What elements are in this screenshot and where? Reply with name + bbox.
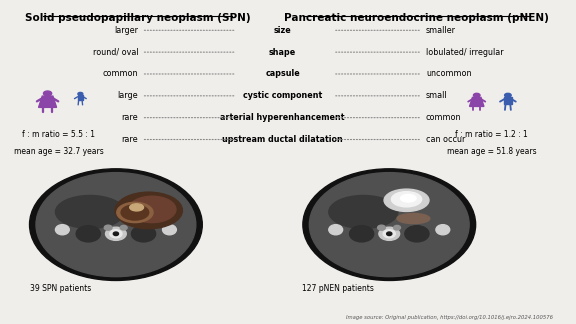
- Ellipse shape: [113, 232, 119, 236]
- Polygon shape: [504, 98, 511, 104]
- Ellipse shape: [397, 214, 430, 224]
- Text: uncommon: uncommon: [426, 69, 471, 78]
- Text: upstream ductal dilatation: upstream ductal dilatation: [222, 135, 343, 144]
- Text: capsule: capsule: [266, 69, 300, 78]
- Polygon shape: [78, 96, 83, 100]
- Text: f : m ratio = 1.2 : 1: f : m ratio = 1.2 : 1: [455, 130, 528, 139]
- Text: mean age = 32.7 years: mean age = 32.7 years: [14, 146, 103, 156]
- Text: f : m ratio = 5.5 : 1: f : m ratio = 5.5 : 1: [22, 130, 95, 139]
- Ellipse shape: [350, 226, 374, 242]
- Ellipse shape: [393, 226, 400, 230]
- Ellipse shape: [162, 225, 176, 235]
- Ellipse shape: [128, 196, 176, 223]
- Ellipse shape: [115, 192, 183, 229]
- Text: Image source: Original publication, https://doi.org/10.1016/j.ejro.2024.100576: Image source: Original publication, http…: [346, 315, 554, 320]
- Text: 127 pNEN patients: 127 pNEN patients: [302, 284, 374, 293]
- Text: Solid pseudopapillary neoplasm (SPN): Solid pseudopapillary neoplasm (SPN): [25, 13, 251, 23]
- Text: can occur: can occur: [426, 135, 465, 144]
- Text: mean age = 51.8 years: mean age = 51.8 years: [446, 146, 536, 156]
- Polygon shape: [469, 98, 484, 106]
- Ellipse shape: [110, 230, 122, 238]
- Text: common: common: [103, 69, 138, 78]
- Ellipse shape: [55, 225, 69, 235]
- Text: large: large: [118, 91, 138, 100]
- Text: shape: shape: [269, 48, 296, 57]
- Ellipse shape: [303, 169, 476, 281]
- Ellipse shape: [383, 230, 395, 238]
- Text: small: small: [426, 91, 448, 100]
- Ellipse shape: [378, 225, 385, 230]
- Ellipse shape: [329, 195, 398, 228]
- Ellipse shape: [400, 194, 416, 202]
- Text: larger: larger: [114, 26, 138, 35]
- Ellipse shape: [130, 204, 143, 211]
- Circle shape: [505, 93, 511, 97]
- Ellipse shape: [105, 227, 126, 240]
- Text: rare: rare: [122, 135, 138, 144]
- Ellipse shape: [117, 202, 153, 223]
- Ellipse shape: [36, 173, 196, 277]
- Circle shape: [43, 91, 52, 96]
- Ellipse shape: [29, 169, 202, 281]
- Ellipse shape: [131, 226, 156, 242]
- Ellipse shape: [55, 195, 124, 228]
- Ellipse shape: [120, 226, 127, 230]
- Ellipse shape: [76, 226, 100, 242]
- Ellipse shape: [309, 173, 469, 277]
- Ellipse shape: [436, 225, 450, 235]
- Text: size: size: [274, 26, 291, 35]
- Text: round/ oval: round/ oval: [93, 48, 138, 57]
- Text: lobulated/ irregular: lobulated/ irregular: [426, 48, 503, 57]
- Ellipse shape: [386, 232, 392, 236]
- Text: cystic component: cystic component: [243, 91, 323, 100]
- Text: rare: rare: [122, 113, 138, 122]
- Ellipse shape: [329, 225, 343, 235]
- Ellipse shape: [379, 227, 400, 240]
- Ellipse shape: [104, 225, 112, 230]
- Polygon shape: [39, 96, 56, 107]
- Text: smaller: smaller: [426, 26, 456, 35]
- Circle shape: [78, 92, 83, 95]
- Text: common: common: [426, 113, 461, 122]
- Ellipse shape: [121, 205, 149, 220]
- Text: 39 SPN patients: 39 SPN patients: [30, 284, 92, 293]
- Ellipse shape: [405, 226, 429, 242]
- Circle shape: [473, 93, 480, 97]
- Ellipse shape: [392, 192, 422, 207]
- Text: Pancreatic neuroendocrine neoplasm (pNEN): Pancreatic neuroendocrine neoplasm (pNEN…: [284, 13, 549, 23]
- Text: arterial hyperenhancement: arterial hyperenhancement: [221, 113, 345, 122]
- Ellipse shape: [384, 189, 429, 212]
